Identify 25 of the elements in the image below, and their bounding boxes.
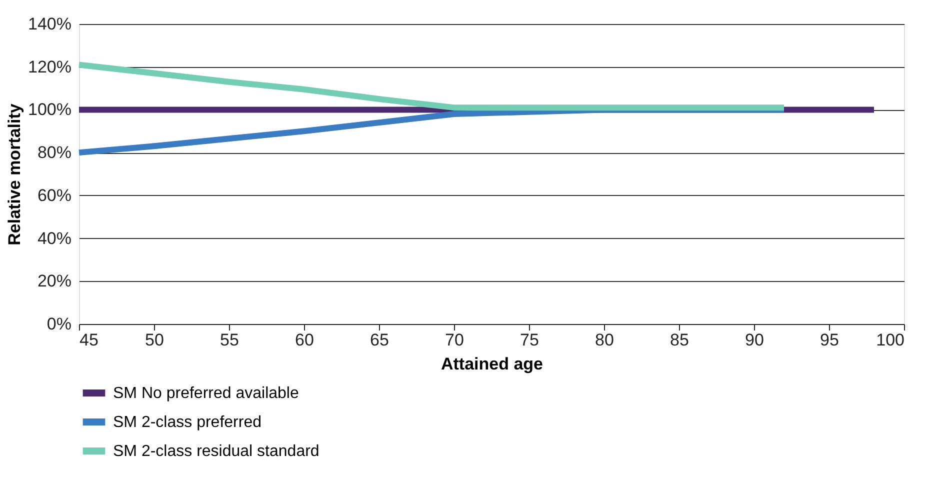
x-tick-label: 85	[670, 330, 689, 350]
x-tick-label: 70	[445, 330, 464, 350]
x-tick-label: 65	[370, 330, 389, 350]
y-tick-label: 140%	[28, 14, 72, 34]
y-tick-label: 20%	[37, 272, 72, 291]
legend-label: SM 2-class preferred	[113, 414, 262, 431]
x-tick-label: 90	[745, 330, 764, 350]
x-axis-title: Attained age	[440, 354, 544, 374]
x-tick-label: 80	[595, 330, 614, 350]
y-tick-label: 40%	[37, 228, 72, 248]
x-tick-label: 50	[145, 330, 164, 350]
y-tick-label: 0%	[46, 314, 72, 334]
x-tick-label: 100	[876, 330, 904, 350]
x-tick-label: 95	[820, 330, 839, 350]
legend-label: SM No preferred available	[113, 385, 299, 402]
y-tick-label: 100%	[28, 100, 72, 120]
x-tick-label: 45	[80, 330, 98, 350]
y-tick-label: 120%	[28, 57, 72, 76]
x-tick-label: 55	[220, 330, 239, 350]
legend-label: SM 2-class residual standard	[113, 443, 320, 460]
y-axis-title: Relative mortality	[5, 103, 24, 246]
x-tick-label: 60	[295, 330, 314, 350]
x-tick-label: 75	[520, 330, 539, 350]
y-tick-label: 80%	[37, 143, 72, 162]
y-tick-label: 60%	[37, 186, 72, 205]
